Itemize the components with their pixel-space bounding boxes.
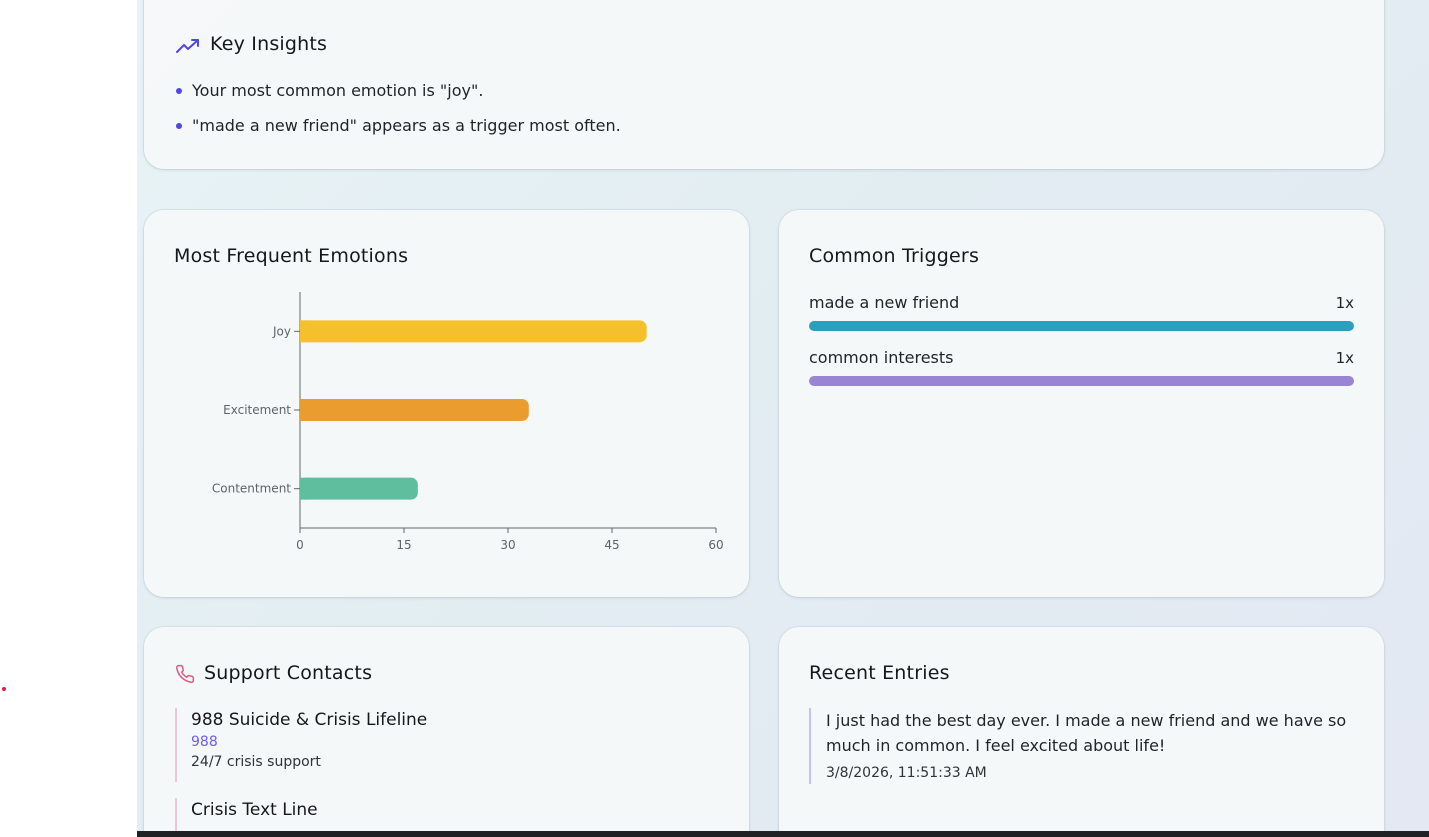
bar-contentment (300, 477, 418, 500)
contact-phone-link[interactable]: 988 (191, 734, 218, 750)
insight-item: Your most common emotion is "joy". (192, 81, 484, 100)
bar-joy (300, 320, 647, 343)
bar-base (300, 320, 308, 343)
insight-bullet (176, 88, 182, 94)
insight-bullet (176, 123, 182, 129)
bar-excitement (300, 399, 529, 421)
trending-up-icon (176, 38, 200, 58)
contact-item: 988 Suicide & Crisis Lifeline 988 24/7 c… (175, 708, 427, 782)
x-tick-label: 15 (396, 538, 411, 552)
entry-item[interactable]: I just had the best day ever. I made a n… (809, 708, 1354, 784)
key-insights-card: Key Insights Your most common emotion is… (144, 0, 1384, 169)
trigger-count: 1x (1335, 294, 1354, 312)
bar-base (300, 399, 308, 421)
y-tick-label: Contentment (212, 482, 291, 496)
y-tick-label: Joy (272, 324, 291, 338)
trigger-label: made a new friend (809, 293, 960, 312)
y-tick-label: Excitement (223, 403, 291, 417)
phone-icon (175, 664, 195, 688)
bar-base (300, 477, 308, 500)
x-tick-label: 45 (604, 538, 619, 552)
recent-entries-title: Recent Entries (809, 662, 950, 684)
insight-item: "made a new friend" appears as a trigger… (192, 116, 621, 135)
emotions-bar-chart: 0 15 30 45 60 Joy Excitement Contentment (212, 292, 724, 552)
trigger-bar (809, 321, 1354, 331)
contact-name: Crisis Text Line (191, 800, 318, 820)
contact-item: Crisis Text Line (175, 798, 318, 837)
support-contacts-card: Support Contacts 988 Suicide & Crisis Li… (144, 627, 749, 837)
trigger-bar (809, 376, 1354, 386)
recent-entries-card: Recent Entries I just had the best day e… (779, 627, 1384, 837)
x-tick-label: 60 (708, 538, 723, 552)
trigger-count: 1x (1335, 349, 1354, 367)
support-contacts-title: Support Contacts (204, 662, 373, 684)
main-content: Key Insights Your most common emotion is… (137, 0, 1429, 837)
entry-timestamp: 3/8/2026, 11:51:33 AM (826, 765, 987, 781)
trigger-label: common interests (809, 348, 954, 367)
entry-text: I just had the best day ever. I made a n… (826, 711, 1347, 755)
emotions-card: Most Frequent Emotions 0 15 30 45 60 Joy Excit… (144, 210, 749, 597)
triggers-card: Common Triggers made a new friend 1x com… (779, 210, 1384, 597)
key-insights-title: Key Insights (210, 33, 328, 55)
contact-name: 988 Suicide & Crisis Lifeline (191, 710, 428, 730)
emotions-title: Most Frequent Emotions (174, 245, 409, 267)
x-tick-label: 0 (296, 538, 304, 552)
contact-description: 24/7 crisis support (191, 754, 321, 770)
triggers-title: Common Triggers (809, 245, 980, 267)
x-tick-label: 30 (500, 538, 515, 552)
status-dot (2, 687, 6, 691)
bottom-bar (137, 831, 1429, 837)
